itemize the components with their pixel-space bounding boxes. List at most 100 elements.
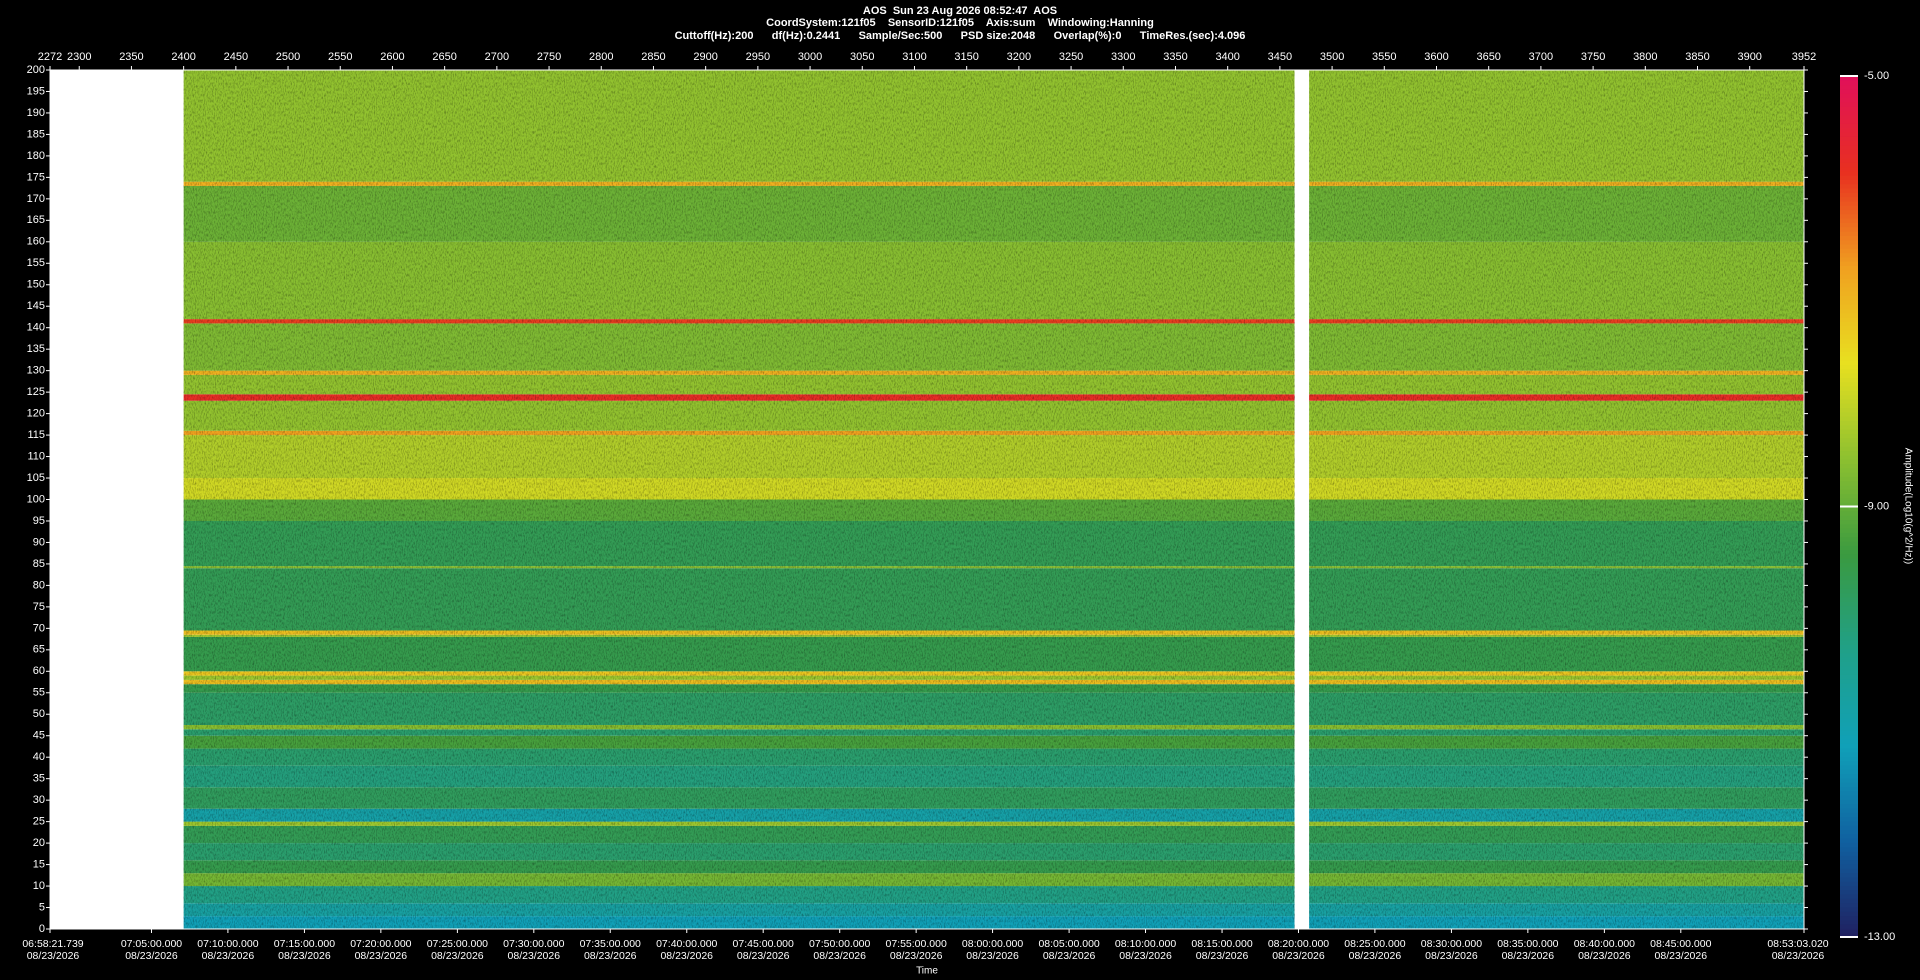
colorbar-step — [1840, 334, 1858, 340]
colorbar-step — [1840, 545, 1858, 551]
y-tick-label: 30 — [33, 794, 45, 806]
colorbar-step — [1840, 355, 1858, 361]
colorbar-step — [1840, 644, 1858, 650]
x-tick-label: 2700 — [485, 51, 509, 63]
colorbar-step — [1840, 484, 1858, 490]
time-tick-label: 07:20:00.000 — [350, 938, 411, 950]
colorbar-step — [1840, 368, 1858, 374]
time-tick-label: 07:15:00.000 — [274, 938, 335, 950]
colorbar-step — [1840, 747, 1858, 753]
x-tick-label: 2500 — [276, 51, 300, 63]
x-tick-label: 2850 — [641, 51, 665, 63]
time-tick-date: 08/23/2026 — [1655, 950, 1708, 962]
colorbar-step — [1840, 123, 1858, 129]
colorbar-step — [1840, 627, 1858, 632]
y-tick-label: 55 — [33, 687, 45, 699]
colorbar-step — [1840, 691, 1858, 697]
colorbar-step — [1840, 687, 1858, 693]
colorbar-step — [1840, 424, 1858, 430]
colorbar-step — [1840, 738, 1858, 744]
colorbar-step — [1840, 325, 1858, 331]
colorbar-step — [1840, 769, 1858, 775]
colorbar-step — [1840, 200, 1858, 206]
colorbar-step — [1840, 782, 1858, 787]
time-tick-label: 08:05:00.000 — [1038, 938, 1099, 950]
colorbar-step — [1840, 338, 1858, 344]
colorbar-step — [1840, 93, 1858, 99]
colorbar-step — [1840, 373, 1858, 378]
colorbar-step — [1840, 721, 1858, 727]
colorbar-step — [1840, 553, 1858, 559]
colorbar-step — [1840, 911, 1858, 917]
colorbar-step — [1840, 106, 1858, 112]
y-tick-label: 0 — [39, 923, 45, 935]
time-tick-date: 08/23/2026 — [1425, 950, 1478, 962]
colorbar-step — [1840, 493, 1858, 499]
colorbar-step — [1840, 317, 1858, 322]
time-tick-label: 08:25:00.000 — [1344, 938, 1405, 950]
x-tick-label: 2800 — [589, 51, 613, 63]
colorbar-step — [1840, 549, 1858, 555]
time-tick-date: 08/23/2026 — [1772, 950, 1825, 962]
time-tick-date: 08/23/2026 — [1349, 950, 1402, 962]
time-tick-date: 08/23/2026 — [1043, 950, 1096, 962]
x-tick-label: 3500 — [1320, 51, 1344, 63]
y-tick-label: 195 — [27, 85, 45, 97]
time-tick-label: 07:55:00.000 — [885, 938, 946, 950]
y-tick-label: 85 — [33, 558, 45, 570]
time-tick-label: 07:10:00.000 — [197, 938, 258, 950]
colorbar-step — [1840, 398, 1858, 404]
colorbar-step — [1840, 760, 1858, 766]
colorbar-step — [1840, 131, 1858, 137]
time-tick-label: 07:25:00.000 — [427, 938, 488, 950]
y-tick-label: 125 — [27, 386, 45, 398]
time-tick-date: 08/23/2026 — [966, 950, 1019, 962]
y-tick-label: 145 — [27, 300, 45, 312]
colorbar-step — [1840, 209, 1858, 215]
time-tick-date: 08/23/2026 — [1578, 950, 1631, 962]
colorbar-step — [1840, 764, 1858, 770]
y-tick-label: 50 — [33, 708, 45, 720]
colorbar-step — [1840, 799, 1858, 805]
time-tick-date: 08/23/2026 — [1119, 950, 1172, 962]
colorbar-step — [1840, 390, 1858, 396]
colorbar-step — [1840, 321, 1858, 327]
colorbar-step — [1840, 278, 1858, 284]
y-tick-label: 10 — [33, 880, 45, 892]
colorbar-step — [1840, 222, 1858, 228]
time-tick-label: 08:35:00.000 — [1497, 938, 1558, 950]
colorbar-step — [1840, 751, 1858, 757]
colorbar-step — [1840, 411, 1858, 417]
y-tick-label: 130 — [27, 365, 45, 377]
colorbar-step — [1840, 523, 1858, 529]
title-line: Cuttoff(Hz):200 df(Hz):0.2441 Sample/Sec… — [675, 30, 1246, 42]
time-tick-label: 07:50:00.000 — [809, 938, 870, 950]
y-tick-label: 75 — [33, 601, 45, 613]
colorbar-step — [1840, 571, 1858, 576]
colorbar-step — [1840, 825, 1858, 830]
y-tick-label: 5 — [39, 901, 45, 913]
x-tick-label: 3450 — [1268, 51, 1292, 63]
colorbar-step — [1840, 695, 1858, 701]
colorbar-step — [1840, 248, 1858, 254]
colorbar-step — [1840, 162, 1858, 168]
colorbar-step — [1840, 859, 1858, 865]
colorbar-step — [1840, 360, 1858, 366]
y-tick-label: 155 — [27, 257, 45, 269]
x-tick-label: 3650 — [1476, 51, 1500, 63]
colorbar-step — [1840, 295, 1858, 301]
time-tick-date: 08/23/2026 — [508, 950, 561, 962]
y-tick-label: 175 — [27, 171, 45, 183]
x-tick-label: 2600 — [380, 51, 404, 63]
title-line: CoordSystem:121f05 SensorID:121f05 Axis:… — [766, 17, 1154, 29]
x-tick-label: 3300 — [1111, 51, 1135, 63]
colorbar-step — [1840, 467, 1858, 473]
y-tick-label: 170 — [27, 193, 45, 205]
colorbar-step — [1840, 635, 1858, 641]
colorbar-step — [1840, 80, 1858, 86]
colorbar-step — [1840, 274, 1858, 279]
time-tick-label: 07:30:00.000 — [503, 938, 564, 950]
colorbar-step — [1840, 756, 1858, 762]
colorbar-step — [1840, 101, 1858, 107]
colorbar-step — [1840, 282, 1858, 288]
